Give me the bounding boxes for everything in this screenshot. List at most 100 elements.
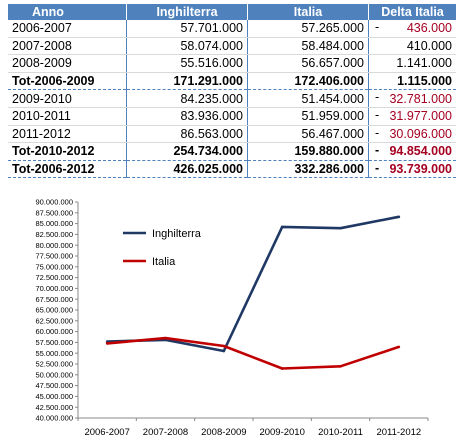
table-row: Tot-2006-2012 426.025.000 332.286.000-93.7… [8, 160, 456, 179]
cell-delta-italia: - 436.000 [368, 20, 456, 38]
delta-table: Anno Inghilterra Italia Delta Italia 200… [8, 4, 456, 179]
delta-value: 94.854.000 [389, 144, 452, 159]
cell-inghilterra: 254.734.000 [126, 142, 248, 161]
y-tick-label: 87.500.000 [35, 208, 73, 217]
y-tick-label: 57.500.000 [35, 338, 73, 347]
delta-value: 32.781.000 [389, 91, 452, 106]
cell-anno: Tot-2006-2009 [8, 72, 127, 91]
y-tick-label: 65.000.000 [35, 306, 73, 315]
cell-delta-italia: -30.096.000 [368, 125, 456, 144]
data-point [105, 342, 109, 345]
chart-series [105, 215, 401, 370]
cell-inghilterra: 57.701.000 [126, 20, 248, 38]
cell-italia: 172.406.000 [247, 72, 369, 91]
table-row: 2010-2011 83.936.000 51.959.000-31.977.000 [8, 107, 456, 126]
y-tick-label: 45.000.000 [35, 392, 73, 401]
cell-delta-italia: 1.115.000 [368, 72, 456, 91]
delta-value: 30.096.000 [389, 126, 452, 141]
table-row: Tot-2006-2009 171.291.000 172.406.000 1.115… [8, 72, 456, 91]
cell-italia: 56.467.000 [247, 125, 369, 144]
cell-anno: 2009-2010 [8, 89, 127, 108]
cell-delta-italia: -93.739.000 [368, 160, 456, 179]
data-point [222, 344, 226, 348]
table-row: 2011-2012 86.563.000 56.467.000-30.096.000 [8, 125, 456, 144]
y-tick-label: 80.000.000 [35, 241, 73, 250]
delta-sign: - [375, 20, 380, 34]
line-chart: 40.000.000 42.500.000 45.000.000 47.500.000… [35, 198, 429, 438]
delta-sign: - [375, 160, 380, 175]
data-point [164, 336, 167, 340]
cell-italia: 159.880.000 [247, 142, 369, 161]
table-body: 2006-2007 57.701.000 57.265.000-436.000 200… [8, 20, 456, 179]
cell-italia: 51.959.000 [247, 107, 369, 126]
cell-inghilterra: 58.074.000 [126, 37, 248, 56]
y-tick-label: 85.000.000 [35, 219, 73, 228]
y-tick-label: 60.000.000 [35, 327, 73, 336]
table-row: Tot-2010-2012 254.734.000 159.880.000-94.8… [8, 142, 456, 161]
cell-delta-italia: -32.781.000 [368, 89, 456, 108]
cell-inghilterra: 83.936.000 [126, 107, 248, 126]
cell-anno: 2011-2012 [8, 125, 127, 144]
chart-axes: 40.000.000 42.500.000 45.000.000 47.500.000… [35, 198, 429, 438]
table-header-row: Anno Inghilterra Italia Delta Italia [8, 4, 456, 20]
y-tick-label: 52.500.000 [35, 360, 73, 369]
delta-value: 31.977.000 [389, 109, 452, 124]
table-row: 2006-2007 57.701.000 57.265.000- 436.000 [8, 20, 456, 38]
y-tick-label: 50.000.000 [35, 370, 73, 379]
cell-italia: 332.286.000 [247, 160, 369, 179]
data-point [280, 367, 284, 370]
delta-value: 436.000 [406, 21, 452, 36]
header-inghilterra: Inghilterra [126, 4, 248, 20]
cell-anno: 2006-2007 [8, 20, 127, 38]
delta-sign: - [375, 143, 380, 158]
y-tick-label: 72.500.000 [35, 273, 73, 282]
cell-inghilterra: 426.025.000 [126, 160, 248, 179]
header-italia: Italia [247, 4, 369, 20]
y-tick-label: 55.000.000 [35, 349, 73, 358]
cell-delta-italia: 410.000 [368, 37, 456, 56]
cell-anno: 2010-2011 [8, 107, 127, 126]
cell-anno: 2008-2009 [8, 54, 127, 73]
cell-anno: Tot-2006-2012 [8, 160, 127, 179]
y-tick-label: 62.500.000 [35, 316, 73, 325]
legend-label-0: Inghilterra [152, 228, 202, 240]
delta-value: 1.141.000 [396, 56, 452, 71]
cell-inghilterra: 84.235.000 [126, 89, 248, 108]
x-tick-label: 2006-2007 [84, 427, 129, 438]
x-tick-label: 2008-2009 [201, 427, 246, 438]
data-point [397, 215, 401, 219]
delta-sign: - [375, 90, 380, 105]
table-row: 2008-2009 55.516.000 56.657.000 1.141.000 [8, 54, 456, 73]
series-line-1 [107, 336, 400, 370]
delta-value: 410.000 [406, 38, 452, 53]
legend-label-1: Italia [152, 256, 176, 268]
data-point [222, 349, 226, 353]
cell-delta-italia: -94.854.000 [368, 142, 456, 161]
data-point [339, 226, 342, 230]
delta-sign: - [375, 107, 380, 122]
chart-legend: Inghilterra Italia [123, 228, 202, 268]
cell-delta-italia: 1.141.000 [368, 54, 456, 73]
y-tick-label: 82.500.000 [35, 230, 73, 239]
cell-anno: 2007-2008 [8, 37, 127, 56]
header-delta-italia: Delta Italia [368, 4, 456, 20]
y-tick-label: 40.000.000 [35, 414, 73, 423]
x-tick-label: 2011-2012 [376, 427, 421, 438]
y-tick-label: 70.000.000 [35, 284, 73, 293]
y-tick-label: 42.500.000 [35, 403, 73, 412]
x-tick-label: 2010-2011 [318, 427, 363, 438]
cell-italia: 51.454.000 [247, 89, 369, 108]
cell-inghilterra: 171.291.000 [126, 72, 248, 91]
delta-value: 93.739.000 [389, 162, 452, 177]
y-tick-label: 77.500.000 [35, 252, 73, 261]
table-row: 2007-2008 58.074.000 58.484.000 410.000 [8, 37, 456, 56]
cell-inghilterra: 55.516.000 [126, 54, 248, 73]
y-tick-label: 47.500.000 [35, 381, 73, 390]
x-tick-label: 2007-2008 [143, 427, 188, 438]
cell-anno: Tot-2010-2012 [8, 142, 127, 161]
cell-italia: 57.265.000 [247, 20, 369, 38]
data-point [280, 225, 284, 229]
data-point [339, 365, 342, 368]
series-line-0 [107, 215, 400, 353]
